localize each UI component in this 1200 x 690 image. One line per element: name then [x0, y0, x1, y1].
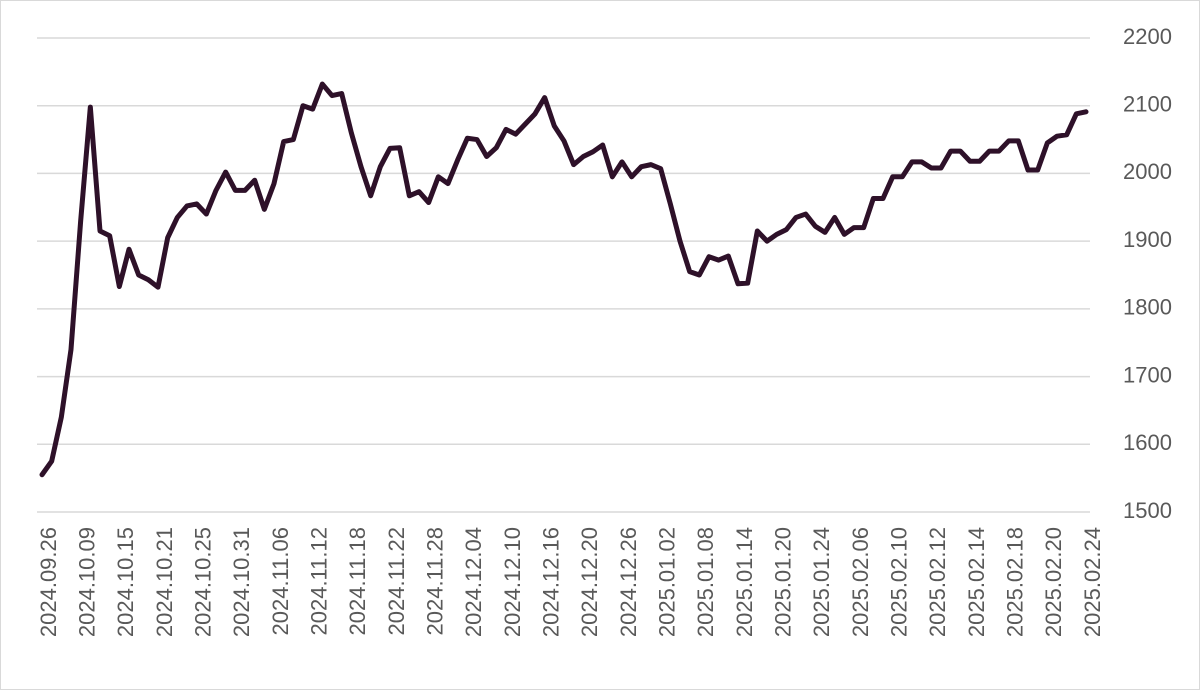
x-tick-label: 2024.11.12 [306, 527, 331, 635]
x-tick-label: 2024.10.09 [74, 527, 99, 637]
x-tick-label: 2025.01.14 [732, 527, 757, 637]
x-tick-label: 2024.12.10 [500, 527, 525, 637]
x-tick-label: 2025.02.06 [848, 527, 873, 637]
x-tick-label: 2024.12.20 [577, 527, 602, 637]
x-tick-label: 2025.01.20 [770, 527, 795, 637]
x-tick-label: 2024.11.22 [384, 527, 409, 635]
y-tick-label: 1500 [1123, 498, 1172, 523]
x-tick-label: 2024.10.15 [113, 527, 138, 637]
x-tick-label: 2025.01.02 [654, 527, 679, 637]
x-tick-label: 2024.10.25 [190, 527, 215, 637]
x-tick-label: 2025.02.10 [886, 527, 911, 637]
x-tick-label: 2025.02.12 [925, 527, 950, 637]
x-tick-label: 2024.10.21 [152, 527, 177, 637]
x-tick-label: 2024.11.18 [345, 527, 370, 635]
x-tick-label: 2025.02.24 [1080, 527, 1105, 637]
x-tick-label: 2024.12.26 [616, 527, 641, 637]
y-tick-label: 1800 [1123, 295, 1172, 320]
x-tick-label: 2025.02.18 [1002, 527, 1027, 637]
y-tick-label: 2100 [1123, 92, 1172, 117]
x-tick-label: 2024.09.26 [36, 527, 61, 637]
data-line [39, 81, 1089, 478]
x-tick-label: 2024.11.06 [268, 527, 293, 635]
x-tick-label: 2025.01.08 [693, 527, 718, 637]
y-tick-label: 2200 [1123, 24, 1172, 49]
y-tick-label: 1700 [1123, 362, 1172, 387]
x-tick-label: 2025.02.14 [964, 527, 989, 637]
x-tick-label: 2024.12.16 [538, 527, 563, 637]
x-tick-label: 2024.11.28 [422, 527, 447, 635]
x-tick-label: 2024.10.31 [229, 527, 254, 637]
y-tick-label: 1600 [1123, 430, 1172, 455]
x-tick-label: 2025.01.24 [809, 527, 834, 637]
x-tick-label: 2024.12.04 [461, 527, 486, 637]
y-tick-label: 2000 [1123, 159, 1172, 184]
y-tick-label: 1900 [1123, 227, 1172, 252]
x-tick-label: 2025.02.20 [1041, 527, 1066, 637]
